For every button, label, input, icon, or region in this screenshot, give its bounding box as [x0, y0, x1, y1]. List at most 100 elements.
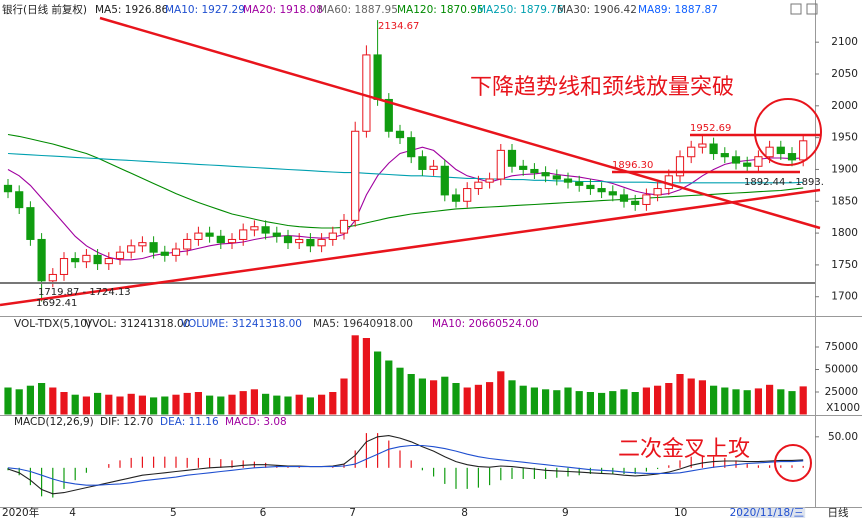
x-tick-label: 9 [562, 507, 569, 518]
candle-body [754, 156, 763, 167]
candle-body [384, 98, 393, 132]
candle-body [608, 191, 617, 196]
volume-bar [631, 392, 639, 415]
candle-body [541, 172, 550, 177]
volume-bar [183, 392, 191, 415]
period-label: 日线 [828, 506, 849, 518]
candle-body [597, 188, 606, 193]
volume-bar [94, 392, 102, 415]
candle-body [362, 54, 371, 132]
volume-bar [351, 335, 359, 415]
candle-body [93, 254, 102, 265]
legend-item: MA10: 1927.29 [165, 4, 245, 16]
legend-item: MA5: 19640918.00 [313, 318, 413, 330]
candle-body [474, 181, 483, 190]
y-tick-label: 2100 [831, 36, 858, 48]
y-tick-label: 1750 [831, 259, 858, 271]
volume-bar [273, 395, 281, 415]
indicator-line [7, 146, 804, 261]
candle-body [328, 232, 337, 240]
legend-item: MA30: 1906.42 [557, 4, 637, 16]
legend-item: MA89: 1887.87 [638, 4, 718, 16]
candle-body [429, 165, 438, 170]
candle-body [765, 146, 774, 158]
volume-bar [777, 389, 785, 415]
highlight-circle [774, 444, 812, 482]
drawing-overlay: 2134.67 1952.69 1896.30 1719.87 - 1724.1… [0, 16, 824, 482]
volume-bar [161, 396, 169, 415]
volume-bar [687, 378, 695, 415]
volume-bar [329, 392, 337, 415]
candle-body [149, 242, 158, 253]
candle-body [115, 251, 125, 260]
legend-item: MA60: 1887.95 [318, 4, 398, 16]
candle-body [205, 232, 214, 237]
candle-body [373, 54, 382, 100]
date-highlight [737, 507, 806, 518]
candle-body [261, 226, 270, 234]
candle-body [731, 156, 741, 164]
volume-bar [385, 360, 393, 415]
volume-bar [138, 395, 146, 415]
legend-item: VOLUME: 31241318.00 [181, 318, 302, 330]
volume-bar [620, 389, 628, 415]
price-label: 1896.30 [612, 160, 653, 171]
y-tick-label: 2000 [831, 100, 858, 112]
candle-body [104, 258, 113, 265]
candle-body [485, 178, 494, 183]
candle-body [82, 254, 91, 263]
volume-bar [788, 391, 796, 415]
x-tick-label: 6 [260, 507, 267, 518]
candle-body [776, 146, 785, 155]
volume-bar [295, 394, 303, 415]
x-tick-label: 4 [69, 507, 76, 518]
volume-bar [407, 374, 415, 415]
candle-body [272, 232, 281, 237]
candle-body [283, 235, 293, 244]
volume-bar [250, 389, 258, 415]
y-tick-label: 1850 [831, 195, 858, 207]
volume-bar [396, 367, 404, 415]
candle-body [194, 232, 203, 240]
y-tick-label: 2050 [831, 68, 858, 80]
candle-body [698, 143, 707, 148]
volume-bar [732, 389, 740, 415]
volume-bar [150, 397, 158, 415]
volume-bar [172, 394, 180, 415]
volume-bar [82, 396, 90, 415]
legend-item: VVOL: 31241318.00 [85, 318, 190, 330]
candle-body [407, 137, 416, 158]
candle-body [519, 165, 528, 170]
volume-bar [262, 393, 270, 415]
candle-body [160, 251, 169, 256]
annotation: 二次金叉上攻 [618, 437, 750, 462]
volume-bar [318, 394, 326, 415]
candle-body [239, 229, 248, 240]
legend-item: DEA: 11.16 [160, 416, 219, 428]
price-label: 1892.44 - 1893. [744, 177, 824, 188]
volume-bar [26, 385, 34, 415]
candle-body [586, 184, 595, 190]
volume-bar [654, 385, 662, 415]
candle-body [3, 184, 13, 193]
settings-icon[interactable] [790, 3, 802, 15]
volume-bar [194, 392, 202, 415]
candle-body [295, 238, 304, 244]
candle-body [59, 258, 69, 275]
candle-body [227, 238, 237, 244]
legend-item: MA120: 1870.95 [397, 4, 484, 16]
y-tick-label: 1800 [831, 227, 858, 239]
candle-body [216, 235, 225, 244]
candle-body [317, 238, 326, 247]
close-icon[interactable] [806, 3, 818, 15]
y-tick-label: 1950 [831, 132, 858, 144]
candle-body [675, 156, 685, 177]
volume-bar [452, 383, 460, 415]
candle-body [183, 238, 192, 250]
volume-bar [676, 374, 684, 415]
price-label: 1719.87 - 1724.13 [38, 287, 131, 298]
volume-bar [710, 385, 718, 415]
x-tick-label: 8 [461, 507, 468, 518]
x-tick-label: 7 [349, 507, 356, 518]
volume-bar [609, 391, 617, 415]
